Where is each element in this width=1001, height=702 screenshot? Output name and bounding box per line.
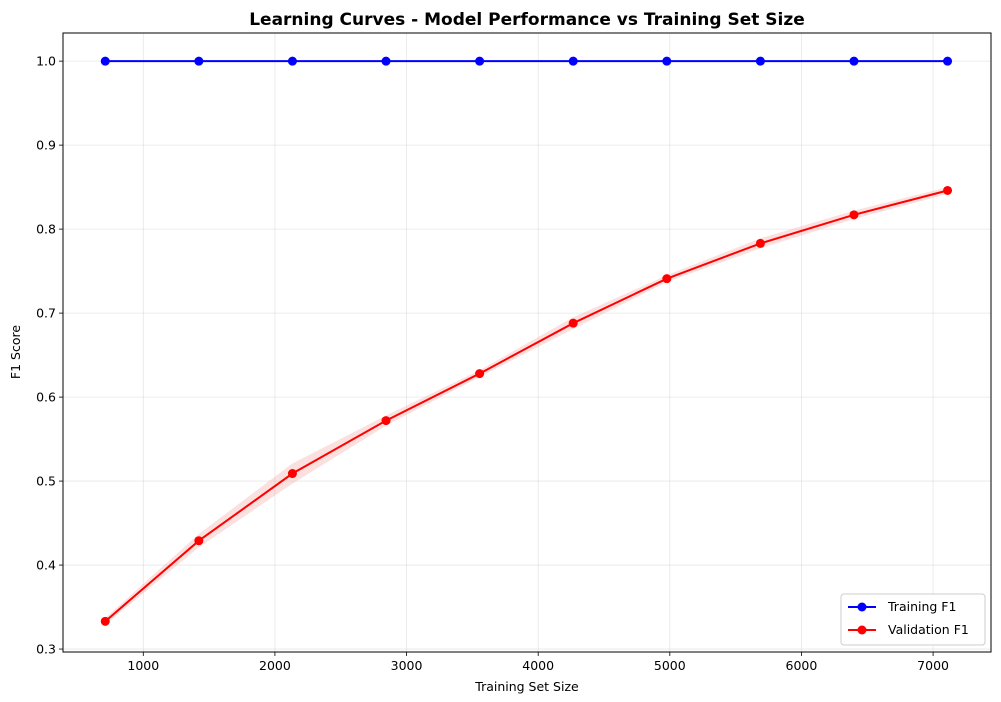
y-tick-label: 1.0	[36, 54, 56, 69]
confidence-bands	[105, 187, 948, 625]
legend-label-validation: Validation F1	[888, 622, 969, 637]
series-lines	[104, 60, 948, 623]
training-point	[475, 56, 485, 66]
validation-point	[287, 469, 297, 479]
legend-label-training: Training F1	[887, 599, 956, 614]
legend: Training F1 Validation F1	[840, 593, 986, 646]
y-axis-ticks: 0.3 0.4 0.5 0.6 0.7 0.8 0.9 1.0	[36, 54, 63, 657]
training-point	[755, 56, 765, 66]
validation-point	[475, 369, 485, 379]
plot-frame	[62, 32, 992, 653]
training-point	[100, 56, 110, 66]
validation-confidence-band	[105, 187, 948, 625]
y-tick-label: 0.7	[36, 306, 56, 321]
training-point	[849, 56, 859, 66]
y-tick-label: 0.3	[36, 642, 56, 657]
training-point	[287, 56, 297, 66]
training-point	[568, 56, 578, 66]
x-tick-label: 5000	[654, 658, 686, 673]
validation-point	[662, 274, 672, 284]
series-points	[100, 56, 953, 626]
legend-marker-training	[857, 602, 867, 612]
validation-point	[100, 616, 110, 626]
y-tick-label: 0.9	[36, 138, 56, 153]
validation-point	[194, 536, 204, 546]
x-tick-label: 7000	[917, 658, 949, 673]
validation-point	[849, 210, 859, 220]
x-axis-label: Training Set Size	[474, 679, 579, 694]
y-axis-label: F1 Score	[8, 325, 23, 379]
training-point	[943, 56, 953, 66]
validation-point	[943, 185, 953, 195]
grid-lines	[63, 33, 991, 652]
training-point	[381, 56, 391, 66]
x-tick-label: 1000	[127, 658, 159, 673]
x-tick-label: 3000	[391, 658, 423, 673]
x-tick-label: 4000	[522, 658, 554, 673]
x-tick-label: 2000	[259, 658, 291, 673]
legend-box	[840, 593, 986, 646]
validation-point	[755, 238, 765, 248]
chart-title: Learning Curves - Model Performance vs T…	[249, 10, 805, 30]
training-point	[662, 56, 672, 66]
y-tick-label: 0.8	[36, 222, 56, 237]
y-tick-label: 0.4	[36, 558, 56, 573]
x-tick-label: 6000	[786, 658, 818, 673]
y-tick-label: 0.6	[36, 390, 56, 405]
legend-marker-validation	[857, 625, 867, 635]
training-point	[194, 56, 204, 66]
y-tick-label: 0.5	[36, 474, 56, 489]
x-axis-ticks: 1000 2000 3000 4000 5000 6000 7000	[127, 652, 949, 673]
validation-point	[568, 318, 578, 328]
validation-point	[381, 416, 391, 426]
validation-line	[104, 189, 948, 623]
